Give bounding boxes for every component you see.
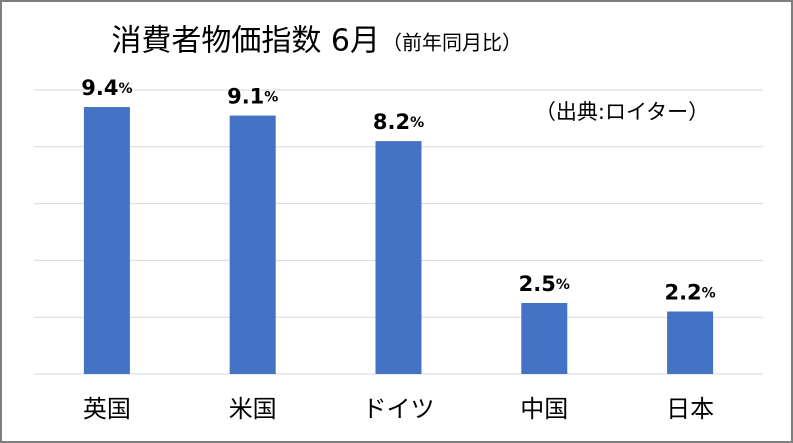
data-label: 9.1%: [227, 85, 278, 109]
bar: [667, 311, 714, 374]
bar: [229, 115, 276, 374]
x-tick-label: 日本: [666, 395, 714, 423]
x-tick-label: 米国: [229, 395, 277, 423]
data-label: 2.5%: [519, 272, 570, 296]
chart-subtitle: （前年同月比）: [382, 31, 522, 55]
x-tick-label: ドイツ: [363, 395, 435, 423]
chart-title: 消費者物価指数 6月: [111, 24, 380, 59]
bar: [83, 107, 130, 374]
bar: [375, 141, 422, 374]
x-tick-label: 英国: [83, 395, 131, 423]
data-label: 8.2%: [373, 110, 424, 134]
bar: [521, 303, 568, 374]
data-label: 2.2%: [664, 281, 715, 305]
data-label: 9.4%: [81, 76, 132, 100]
x-tick-label: 中国: [520, 395, 568, 423]
annotation: （出典:ロイター）: [535, 100, 709, 124]
